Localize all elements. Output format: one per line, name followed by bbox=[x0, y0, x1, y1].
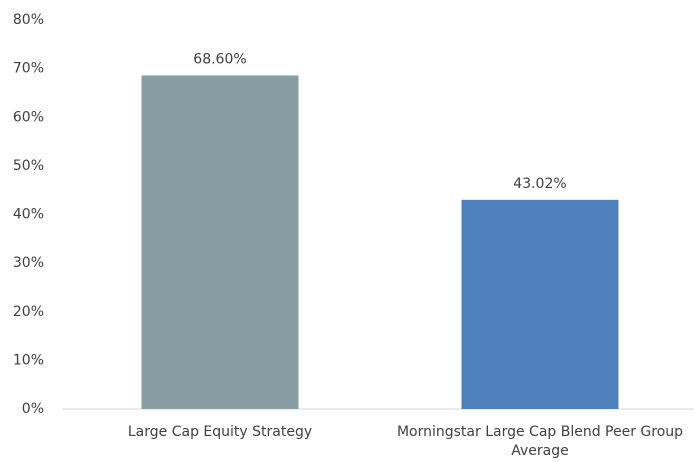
x-tick-label: Morningstar Large Cap Blend Peer Group A… bbox=[396, 424, 684, 459]
y-tick-label: 20% bbox=[13, 304, 44, 320]
x-tick-label: Large Cap Equity Strategy bbox=[127, 424, 313, 440]
y-tick-label: 0% bbox=[22, 401, 44, 417]
bar bbox=[461, 199, 619, 409]
y-tick-label: 60% bbox=[13, 109, 44, 125]
y-tick-label: 70% bbox=[13, 61, 44, 77]
y-tick-label: 10% bbox=[13, 352, 44, 368]
bar bbox=[141, 75, 299, 410]
y-tick-label: 30% bbox=[13, 255, 44, 271]
value-label: 68.60% bbox=[193, 51, 246, 67]
value-label: 43.02% bbox=[513, 176, 566, 192]
y-tick-label: 50% bbox=[13, 158, 44, 174]
y-tick-label: 40% bbox=[13, 207, 44, 223]
y-tick-label: 80% bbox=[13, 12, 44, 28]
